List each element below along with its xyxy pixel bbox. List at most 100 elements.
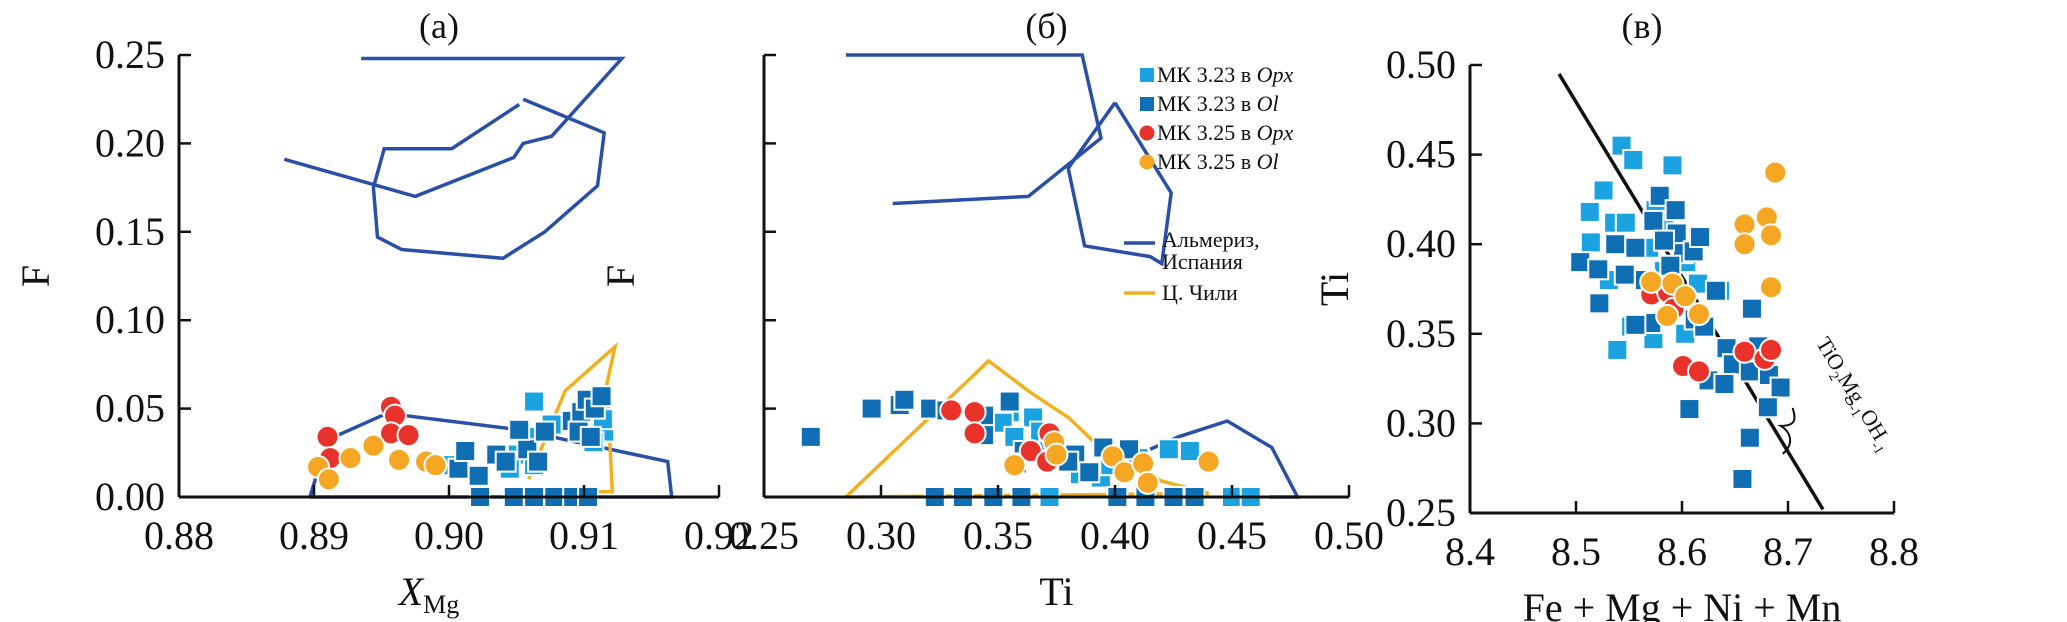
legend-item-mk323_opx: МК 3.23 в Opx [1140,62,1294,87]
data-point-mk323_opx [1178,440,1201,463]
x-axis-title: Fe + Mg + Ni + Mn [1523,585,1842,622]
data-point-mk323_ol [1624,313,1647,336]
almeriz-field-2 [1066,101,1174,267]
data-point-mk325_ol [1655,303,1680,328]
data-point-mk325_ol [1044,442,1069,467]
data-point-mk325_opx [962,421,987,446]
data-point-mk325_opx [396,423,421,448]
data-point-mk323_ol [1642,209,1665,232]
data-point-mk323_ol [508,418,531,441]
data-point-mk323_ol [1756,396,1779,419]
y-tick-label: 0.45 [1386,132,1456,177]
data-point-mk323_ol [1588,292,1611,315]
trend-line-label: TiO2 Mg-1 OH-1 [1807,332,1899,457]
data-point-mk323_ol [1624,236,1647,259]
x-tick-label: 8.7 [1763,529,1813,574]
arrow-icon [1777,407,1796,455]
y-axis-title: F [598,265,643,287]
data-point-mk323_ol [494,450,517,473]
x-tick-label: 0.92 [684,513,754,558]
data-point-mk323_ol [1569,251,1592,274]
data-point-mk323_opx [1622,148,1645,171]
data-point-mk323_ol [467,464,490,487]
legend-label: Альмериз, [1162,227,1260,252]
legend: МК 3.23 в Opx МК 3.23 в Ol МК 3.25 в Opx МК… [1124,62,1294,305]
data-point-mk325_ol [1135,470,1160,495]
data-point-mk325_ol [387,447,412,472]
data-point-mk323_ol [1731,467,1754,490]
data-point-mk323_ol [998,390,1021,413]
legend-item-chile: Ц. Чили [1124,280,1238,305]
legend-label: МК 3.23 в Opx [1157,62,1294,87]
data-point-mk323_opx [1579,231,1602,254]
data-point-mk325_opx [1732,339,1757,364]
data-point-mk325_ol [1196,449,1221,474]
data-point-mk325_ol [1732,232,1757,257]
data-point-mk323_ol [527,450,550,473]
data-point-mk323_opx [1592,179,1615,202]
y-tick-label: 0.35 [1386,311,1456,356]
x-tick-label: 0.25 [729,513,799,558]
legend-label: МК 3.25 в Opx [1157,120,1294,145]
legend-label: МК 3.25 в Ol [1157,149,1279,174]
x-tick-label: 0.40 [1080,513,1150,558]
panel-title: (б) [1025,6,1067,46]
data-point-mk325_ol [1673,284,1698,309]
data-point-mk325_ol [1763,160,1788,185]
data-point-mk323_ol [1740,297,1763,320]
data-point-mk325_ol [338,446,363,471]
data-point-mk325_opx [1759,337,1784,362]
data-point-mk323_ol [590,385,613,408]
x-axis-title: XMg [397,569,460,619]
panel-c: TiO2 Mg-1 OH-1 0.25 0.30 0.35 0.40 0.45 0.50 8… [1312,6,1919,622]
data-point-mk323_ol [1078,461,1101,484]
legend-label: Ц. Чили [1162,280,1238,305]
data-point-mk325_ol [1732,212,1757,237]
data-point-mk325_ol [423,453,448,478]
x-tick-label: 0.91 [549,513,619,558]
data-point-mk323_ol [1704,279,1727,302]
data-point-mk325_ol [1759,223,1784,248]
panel-title: (в) [1622,6,1663,46]
x-tick-label: 0.50 [1314,513,1384,558]
data-point-mk323_ol [1689,226,1712,249]
x-tick-label: 0.45 [1197,513,1267,558]
data-point-mk323_opx [1614,211,1637,234]
legend-label: Испания [1162,249,1243,274]
almeriz-field-2 [371,97,607,261]
data-point-mk325_opx [962,400,987,425]
data-point-mk325_ol [1100,444,1125,469]
x-tick-label: 0.30 [846,513,916,558]
data-point-mk325_ol [1639,269,1664,294]
legend-swatch-circle [1139,125,1155,141]
data-point-mk323_ol [1769,376,1792,399]
data-point-mk323_ol [579,425,602,448]
y-tick-label: 0.40 [1386,221,1456,266]
data-point-mk325_ol [1002,453,1027,478]
legend-swatch-square [1140,97,1154,111]
data-point-mk325_opx [315,424,340,449]
x-tick-label: 0.89 [279,513,349,558]
panel-a: 0.00 0.05 0.10 0.15 0.20 0.25 0.88 0.89 0.90 0.91… [13,6,754,619]
y-tick-label: 0.00 [95,474,165,519]
y-tick-label: 0.25 [1386,490,1456,535]
legend-swatch-circle [1139,154,1155,170]
legend-item-almeriz: Альмериз,Испания [1124,227,1260,274]
almeriz-field-1 [283,56,626,199]
y-axis-title: Ti [1312,272,1357,306]
data-point-mk323_ol [1652,229,1675,252]
data-point-mk325_ol [316,467,341,492]
data-point-mk323_ol [1678,398,1701,421]
data-point-mk325_ol [1131,451,1156,476]
y-tick-label: 0.10 [95,297,165,342]
legend-item-mk325_ol: МК 3.25 в Ol [1139,149,1279,174]
almeriz-field-1 [845,53,1103,206]
data-point-mk323_opx [1606,338,1629,361]
data-point-mk325_ol [1686,302,1711,327]
data-point-mk323_opx [1157,438,1180,461]
y-axis-title: F [13,265,58,287]
x-tick-label: 8.6 [1657,529,1707,574]
y-tick-label: 0.15 [95,209,165,254]
legend-label: МК 3.23 в Ol [1157,91,1279,116]
